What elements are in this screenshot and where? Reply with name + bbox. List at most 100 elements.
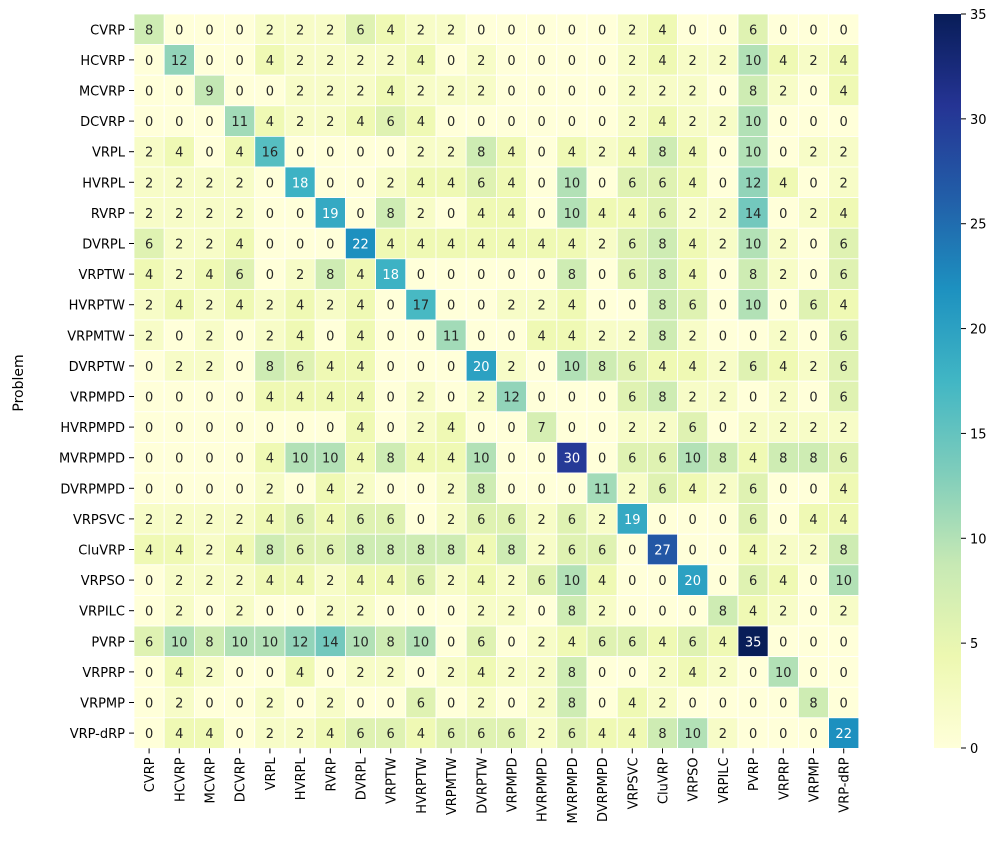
cell-value-label: 0 (598, 54, 606, 69)
cell-value-label: 6 (598, 544, 606, 559)
cell-value-label: 4 (568, 329, 576, 344)
heatmap-cell (224, 197, 256, 229)
cell-value-label: 0 (205, 482, 213, 497)
heatmap-cell (677, 135, 709, 168)
cell-value-label: 0 (598, 421, 606, 436)
heatmap-cell (375, 503, 407, 535)
heatmap-cell (163, 13, 195, 46)
column-tick-label: DVRPMPD (596, 757, 611, 822)
cell-value-label: 2 (538, 666, 546, 681)
cell-value-label: 10 (835, 574, 852, 589)
cell-value-label: 4 (266, 54, 274, 69)
cell-value-label: 2 (658, 421, 666, 436)
cell-value-label: 2 (145, 176, 153, 191)
heatmap-cell (133, 105, 165, 137)
cell-value-label: 0 (719, 421, 727, 436)
heatmap-cell (647, 44, 679, 76)
cell-value-label: 0 (266, 85, 274, 100)
cell-value-label: 0 (598, 666, 606, 681)
cell-value-label: 6 (658, 452, 666, 467)
heatmap-cell (284, 686, 316, 719)
cell-value-label: 10 (171, 635, 188, 650)
cell-value-label: 0 (658, 513, 666, 528)
heatmap-cell (344, 595, 376, 627)
heatmap-cell (828, 411, 860, 443)
cell-value-label: 0 (719, 544, 727, 559)
cell-value-label: 0 (387, 146, 395, 161)
heatmap-cell (254, 74, 286, 107)
heatmap-cell (707, 717, 739, 749)
heatmap-cell (405, 227, 437, 260)
cell-value-label: 0 (356, 146, 364, 161)
cell-value-label: 6 (749, 574, 757, 589)
heatmap-cell (224, 411, 256, 443)
cell-value-label: 0 (538, 391, 546, 406)
heatmap-cell (405, 319, 437, 352)
cell-value-label: 0 (387, 421, 395, 436)
cell-value-label: 2 (236, 513, 244, 528)
heatmap-cell (647, 441, 679, 474)
heatmap-cell (224, 686, 256, 719)
cell-value-label: 0 (779, 727, 787, 742)
cell-value-label: 6 (477, 635, 485, 650)
cell-value-label: 2 (840, 605, 848, 620)
cell-value-label: 2 (266, 697, 274, 712)
cell-value-label: 0 (598, 268, 606, 283)
cell-value-label: 0 (628, 299, 636, 314)
cell-value-label: 6 (507, 727, 515, 742)
cell-value-label: 0 (840, 115, 848, 130)
cell-value-label: 6 (356, 727, 364, 742)
cell-value-label: 2 (326, 115, 334, 130)
cell-value-label: 4 (387, 85, 395, 100)
cell-value-label: 0 (175, 85, 183, 100)
cell-value-label: 2 (447, 513, 455, 528)
cell-value-label: 0 (205, 54, 213, 69)
cell-value-label: 0 (175, 482, 183, 497)
heatmap-cell (526, 166, 558, 199)
cell-value-label: 0 (205, 697, 213, 712)
cell-value-label: 2 (719, 482, 727, 497)
cell-value-label: 4 (628, 207, 636, 222)
cell-value-label: 0 (356, 207, 364, 222)
heatmap-cell (586, 411, 618, 443)
row-tick-label: HVRPMPD (60, 421, 125, 436)
cell-value-label: 0 (809, 666, 817, 681)
heatmap-cell (616, 656, 648, 688)
cell-value-label: 35 (745, 635, 762, 650)
cell-value-label: 0 (145, 574, 153, 589)
heatmap-cell (344, 350, 376, 382)
cell-value-label: 0 (326, 146, 334, 161)
heatmap-cell (284, 319, 316, 352)
cell-value-label: 6 (689, 635, 697, 650)
heatmap-cell (828, 105, 860, 137)
cell-value-label: 2 (205, 360, 213, 375)
heatmap-cell (556, 533, 588, 566)
cell-value-label: 4 (658, 360, 666, 375)
cell-value-label: 0 (598, 23, 606, 38)
cell-value-label: 0 (205, 391, 213, 406)
cell-value-label: 6 (628, 268, 636, 283)
column-tick-label: VRPTW (385, 757, 400, 804)
row-tick-label: HVRPL (82, 176, 126, 191)
cell-value-label: 0 (447, 605, 455, 620)
heatmap-cell (526, 656, 558, 688)
cell-value-label: 2 (205, 299, 213, 314)
heatmap-cell (405, 503, 437, 535)
heatmap-cell (375, 288, 407, 321)
cell-value-label: 6 (145, 238, 153, 253)
heatmap-cell (344, 135, 376, 168)
cell-value-label: 4 (568, 635, 576, 650)
heatmap-cell (163, 564, 195, 596)
row-tick-label: HCVRP (80, 54, 125, 69)
heatmap-cell (647, 319, 679, 352)
cell-value-label: 2 (719, 360, 727, 375)
cell-value-label: 0 (809, 391, 817, 406)
cell-value-label: 2 (719, 238, 727, 253)
heatmap-cell (133, 717, 165, 749)
heatmap-cell (707, 74, 739, 107)
cell-value-label: 4 (417, 238, 425, 253)
cell-value-label: 0 (145, 697, 153, 712)
cell-value-label: 0 (598, 85, 606, 100)
colorbar: 0 5 10 15 20 25 30 35 (934, 8, 987, 757)
cell-value-label: 12 (171, 54, 188, 69)
